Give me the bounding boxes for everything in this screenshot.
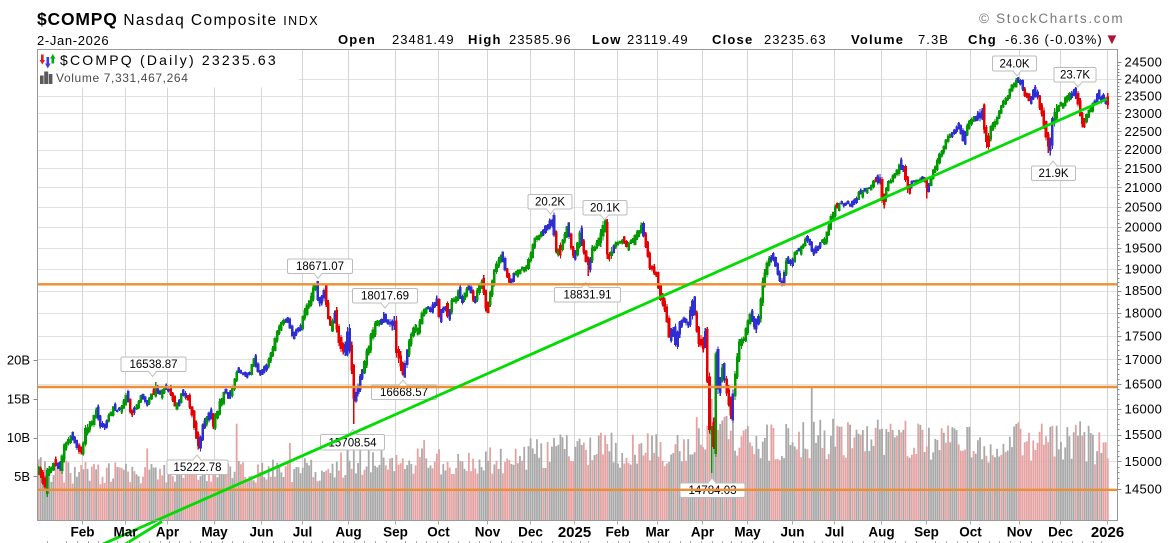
svg-text:18500: 18500 — [1125, 283, 1163, 298]
svg-text:15000: 15000 — [1125, 454, 1163, 469]
svg-text:18000: 18000 — [1125, 305, 1163, 320]
svg-text:18671.07: 18671.07 — [296, 261, 344, 273]
svg-text:23000: 23000 — [1125, 106, 1163, 121]
svg-text:19000: 19000 — [1125, 261, 1163, 276]
svg-text:Aug: Aug — [335, 525, 361, 540]
svg-text:14784.03: 14784.03 — [689, 485, 737, 497]
svg-text:2026: 2026 — [1091, 524, 1124, 541]
svg-text:24500: 24500 — [1125, 55, 1163, 70]
svg-text:23500: 23500 — [1125, 88, 1163, 103]
svg-text:19500: 19500 — [1125, 240, 1163, 255]
svg-text:14500: 14500 — [1125, 481, 1163, 496]
svg-text:Mar: Mar — [645, 525, 670, 540]
svg-text:May: May — [734, 525, 761, 540]
svg-text:Dec: Dec — [518, 525, 543, 540]
svg-text:Sep: Sep — [914, 525, 939, 540]
svg-text:Nov: Nov — [475, 525, 501, 540]
svg-text:May: May — [201, 525, 228, 540]
svg-text:18017.69: 18017.69 — [361, 291, 409, 303]
svg-text:17000: 17000 — [1125, 352, 1163, 367]
svg-text:Oct: Oct — [959, 525, 982, 540]
svg-text:Nov: Nov — [1007, 525, 1033, 540]
svg-text:21.9K: 21.9K — [1038, 168, 1068, 180]
svg-text:20.1K: 20.1K — [590, 203, 620, 215]
svg-text:Jun: Jun — [249, 525, 273, 540]
svg-text:2025: 2025 — [558, 524, 591, 541]
svg-text:16668.57: 16668.57 — [380, 387, 428, 399]
svg-text:15B: 15B — [7, 391, 30, 406]
svg-text:Apr: Apr — [691, 525, 715, 540]
svg-text:18831.91: 18831.91 — [564, 290, 612, 302]
svg-text:20000: 20000 — [1125, 220, 1163, 235]
svg-text:Aug: Aug — [868, 525, 894, 540]
svg-text:$COMPQ (Daily) 23235.63: $COMPQ (Daily) 23235.63 — [60, 52, 278, 68]
svg-text:Feb: Feb — [605, 525, 629, 540]
svg-text:Apr: Apr — [156, 525, 180, 540]
svg-text:Oct: Oct — [427, 525, 450, 540]
svg-text:20.2K: 20.2K — [535, 197, 565, 209]
svg-text:Volume 7,331,467,264: Volume 7,331,467,264 — [56, 71, 189, 85]
svg-text:24.0K: 24.0K — [999, 59, 1029, 71]
svg-text:23.7K: 23.7K — [1060, 70, 1090, 82]
svg-text:Feb: Feb — [70, 525, 94, 540]
svg-text:22500: 22500 — [1125, 124, 1163, 139]
svg-text:5B: 5B — [14, 469, 30, 484]
svg-text:Jul: Jul — [293, 525, 313, 540]
svg-text:15222.78: 15222.78 — [174, 462, 222, 474]
svg-text:20500: 20500 — [1125, 200, 1163, 215]
svg-text:15500: 15500 — [1125, 427, 1163, 442]
svg-text:17500: 17500 — [1125, 328, 1163, 343]
svg-text:16538.87: 16538.87 — [130, 359, 178, 371]
svg-text:16000: 16000 — [1125, 401, 1163, 416]
svg-text:22000: 22000 — [1125, 142, 1163, 157]
svg-text:20B: 20B — [7, 353, 30, 368]
svg-text:Sep: Sep — [383, 525, 408, 540]
svg-text:Jun: Jun — [780, 525, 804, 540]
svg-text:Dec: Dec — [1048, 525, 1073, 540]
svg-text:16500: 16500 — [1125, 376, 1163, 391]
svg-text:24000: 24000 — [1125, 71, 1163, 86]
svg-text:21000: 21000 — [1125, 180, 1163, 195]
svg-text:Jul: Jul — [825, 525, 845, 540]
svg-text:10B: 10B — [7, 430, 30, 445]
svg-text:Mar: Mar — [113, 525, 138, 540]
svg-text:15708.54: 15708.54 — [329, 438, 378, 450]
svg-text:21500: 21500 — [1125, 161, 1163, 176]
